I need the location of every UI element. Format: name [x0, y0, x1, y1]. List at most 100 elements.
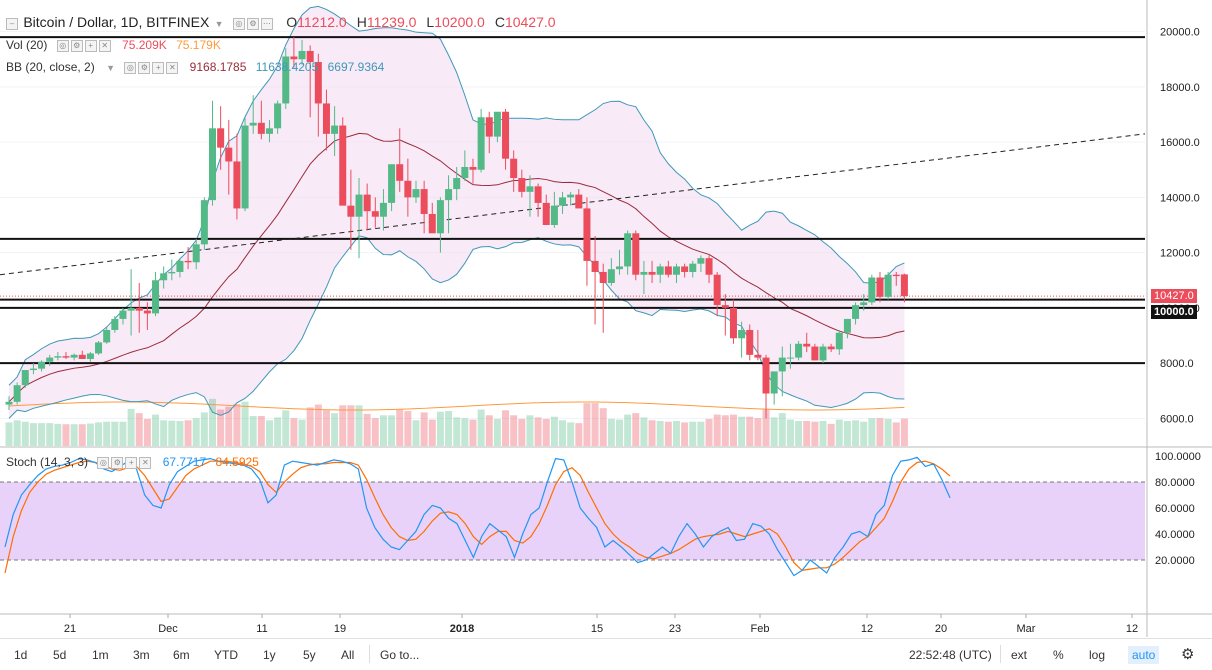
candle-body — [103, 329, 111, 343]
volume-bar — [607, 418, 615, 446]
eye-icon[interactable]: ◎ — [124, 61, 137, 74]
volume-bar — [550, 416, 558, 446]
symbol-legend: – Bitcoin / Dollar, 1D, BITFINEX ▼ ◎ ⚙ ⋯ O… — [6, 14, 566, 32]
close-icon[interactable]: ✕ — [139, 456, 152, 469]
candle-body — [363, 194, 371, 212]
volume-bar — [852, 420, 860, 446]
volume-bar — [396, 409, 404, 446]
range-ytd[interactable]: YTD — [214, 648, 238, 662]
candle-body — [616, 266, 623, 270]
volume-bar — [78, 424, 86, 446]
volume-bar — [233, 403, 241, 446]
volume-bar — [322, 410, 330, 446]
ohlc-value: 11212.0 — [297, 14, 347, 30]
settings-icon[interactable]: ⚙ — [1181, 646, 1195, 663]
volume-bar — [21, 421, 29, 446]
time-tick-label: Mar — [1017, 623, 1036, 635]
range-1m[interactable]: 1m — [92, 648, 109, 662]
candle-body — [111, 318, 119, 330]
eye-icon[interactable]: ◎ — [56, 39, 69, 52]
volume-bar — [786, 419, 794, 446]
volume-bar — [249, 416, 257, 446]
candle-body — [217, 128, 225, 148]
range-5d[interactable]: 5d — [53, 648, 67, 662]
volume-bar — [526, 415, 534, 446]
settings-icon[interactable]: ⚙ — [246, 17, 259, 30]
bb-upper-value: 11638.4205 — [255, 60, 319, 74]
stoch-tick-label: 100.0000 — [1155, 451, 1201, 463]
volume-bar — [860, 421, 868, 446]
candle-body — [314, 62, 322, 104]
ohlc-value: 10427.0 — [504, 14, 556, 30]
candle-body — [672, 266, 680, 275]
volume-bar — [445, 411, 453, 446]
volume-bar — [436, 411, 444, 446]
time-tick-label: 15 — [591, 623, 603, 635]
volume-bar — [152, 414, 160, 446]
candle-body — [355, 194, 363, 217]
percent-toggle[interactable]: % — [1053, 648, 1064, 662]
volume-bar — [192, 418, 200, 446]
range-1y[interactable]: 1y — [263, 648, 276, 662]
auto-toggle[interactable]: auto — [1128, 646, 1160, 664]
ext-toggle[interactable]: ext — [1011, 648, 1028, 662]
volume-bar — [127, 408, 135, 446]
volume-bar — [298, 419, 306, 446]
time-tick-label: 20 — [935, 623, 947, 635]
chevron-down-icon[interactable]: ▼ — [106, 63, 115, 73]
volume-bar — [404, 411, 412, 446]
add-icon[interactable]: + — [84, 39, 97, 52]
candle-body — [648, 271, 656, 275]
level-price-tag: 10000.0 — [1151, 305, 1197, 319]
stoch-legend: Stoch (14, 3, 3) ◎ ⚙ + ✕ 67.7717 84.5925 — [6, 454, 259, 470]
add-icon[interactable]: + — [152, 61, 165, 74]
candle-body — [70, 354, 78, 358]
vol-value: 75.209K — [122, 38, 167, 52]
candle-body — [575, 194, 583, 209]
volume-bar — [502, 410, 510, 446]
candle-body — [282, 56, 290, 104]
chevron-down-icon[interactable]: ▼ — [214, 19, 224, 29]
time-tick-label: 19 — [334, 623, 346, 635]
volume-bar — [38, 423, 46, 446]
volume-bar — [371, 418, 379, 446]
eye-icon[interactable]: ◎ — [97, 456, 110, 469]
volume-bar — [200, 412, 208, 446]
collapse-icon[interactable]: – — [6, 17, 18, 30]
volume-bar — [95, 422, 103, 446]
range-1d[interactable]: 1d — [14, 648, 28, 662]
volume-bar — [420, 412, 428, 446]
volume-bar — [843, 421, 851, 446]
candle-body — [811, 346, 819, 361]
more-icon[interactable]: ⋯ — [260, 17, 273, 30]
close-icon[interactable]: ✕ — [98, 39, 111, 52]
settings-icon[interactable]: ⚙ — [138, 61, 151, 74]
candle-body — [510, 158, 518, 179]
price-tick-label: 12000.0 — [1160, 248, 1200, 260]
add-icon[interactable]: + — [125, 456, 138, 469]
settings-icon[interactable]: ⚙ — [111, 456, 124, 469]
settings-icon[interactable]: ⚙ — [70, 39, 83, 52]
candle-body — [819, 346, 827, 361]
range-3m[interactable]: 3m — [133, 648, 150, 662]
eye-icon[interactable]: ◎ — [232, 17, 245, 30]
volume-bar — [469, 419, 477, 446]
close-icon[interactable]: ✕ — [166, 61, 179, 74]
volume-bar — [46, 423, 54, 446]
log-toggle[interactable]: log — [1089, 648, 1106, 662]
goto-button[interactable]: Go to... — [380, 648, 420, 662]
candle-body — [803, 343, 811, 347]
candle-body — [371, 211, 379, 217]
candle-body — [233, 161, 241, 209]
range-6m[interactable]: 6m — [173, 648, 190, 662]
candle-body — [29, 368, 37, 371]
candle-body — [143, 310, 151, 314]
candle-body — [78, 354, 86, 359]
candle-body — [795, 343, 803, 358]
bb-lower-value: 6697.9364 — [327, 60, 385, 74]
range-5y[interactable]: 5y — [303, 648, 316, 662]
range-all[interactable]: All — [341, 648, 355, 662]
volume-bar — [624, 414, 632, 446]
candle-body — [420, 189, 428, 214]
